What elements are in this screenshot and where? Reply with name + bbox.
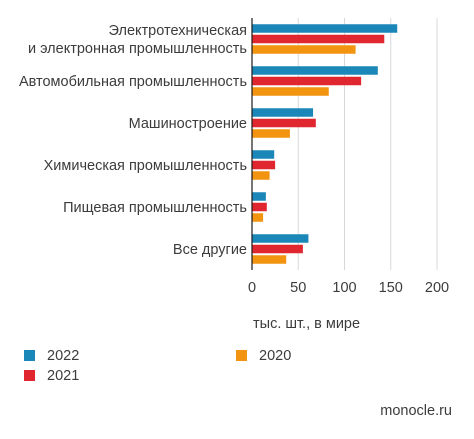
x-tick-label: 150: [379, 280, 403, 296]
bar-2020: [252, 45, 356, 54]
grid-lines: [297, 18, 438, 270]
category-label: Химическая промышленность: [44, 158, 247, 174]
bars-layer: [252, 24, 398, 264]
bar-2022: [252, 234, 309, 243]
bar-chart: Электротехническая и электронная промышле…: [19, 18, 449, 296]
source-credit: monocle.ru: [380, 403, 452, 419]
legend-swatch-2022: [24, 350, 35, 361]
bar-2021: [252, 244, 303, 254]
category-label: Электротехническая: [109, 23, 247, 39]
bar-2021: [252, 76, 362, 86]
bar-2022: [252, 192, 266, 201]
legend-item-2021: 2021: [24, 368, 79, 384]
bar-2020: [252, 213, 264, 222]
legend-label-2022: 2022: [47, 348, 80, 364]
x-axis-label: тыс. шт., в мире: [253, 316, 361, 332]
bar-2021: [252, 118, 316, 128]
legend-label-2020: 2020: [259, 348, 292, 364]
category-label: Машиностроение: [129, 116, 247, 132]
bar-2022: [252, 150, 275, 159]
x-tick-labels: 0 50 100 150 200: [248, 280, 449, 296]
legend-swatch-2020: [236, 350, 247, 361]
bar-2022: [252, 108, 314, 117]
x-tick-label: 0: [248, 280, 256, 296]
category-label: Все другие: [173, 242, 247, 258]
bar-2020: [252, 171, 270, 180]
x-tick-label: 100: [332, 280, 356, 296]
bar-2021: [252, 34, 385, 44]
bar-2020: [252, 255, 287, 264]
category-label: Автомобильная промышленность: [19, 74, 247, 90]
category-label: и электронная промышленность: [28, 41, 247, 57]
x-tick-label: 200: [425, 280, 449, 296]
legend-item-2020: 2020: [236, 348, 291, 364]
legend-item-2022: 2022: [24, 348, 79, 364]
bar-2021: [252, 160, 276, 170]
category-labels: Электротехническая и электронная промышле…: [19, 23, 247, 258]
category-label: Пищевая промышленность: [63, 200, 247, 216]
bar-2020: [252, 129, 290, 138]
bar-2020: [252, 87, 329, 96]
bar-2021: [252, 202, 267, 212]
legend-swatch-2021: [24, 370, 35, 381]
bar-2022: [252, 24, 398, 33]
bar-2022: [252, 66, 378, 75]
x-tick-label: 50: [290, 280, 306, 296]
legend-label-2021: 2021: [47, 368, 80, 384]
